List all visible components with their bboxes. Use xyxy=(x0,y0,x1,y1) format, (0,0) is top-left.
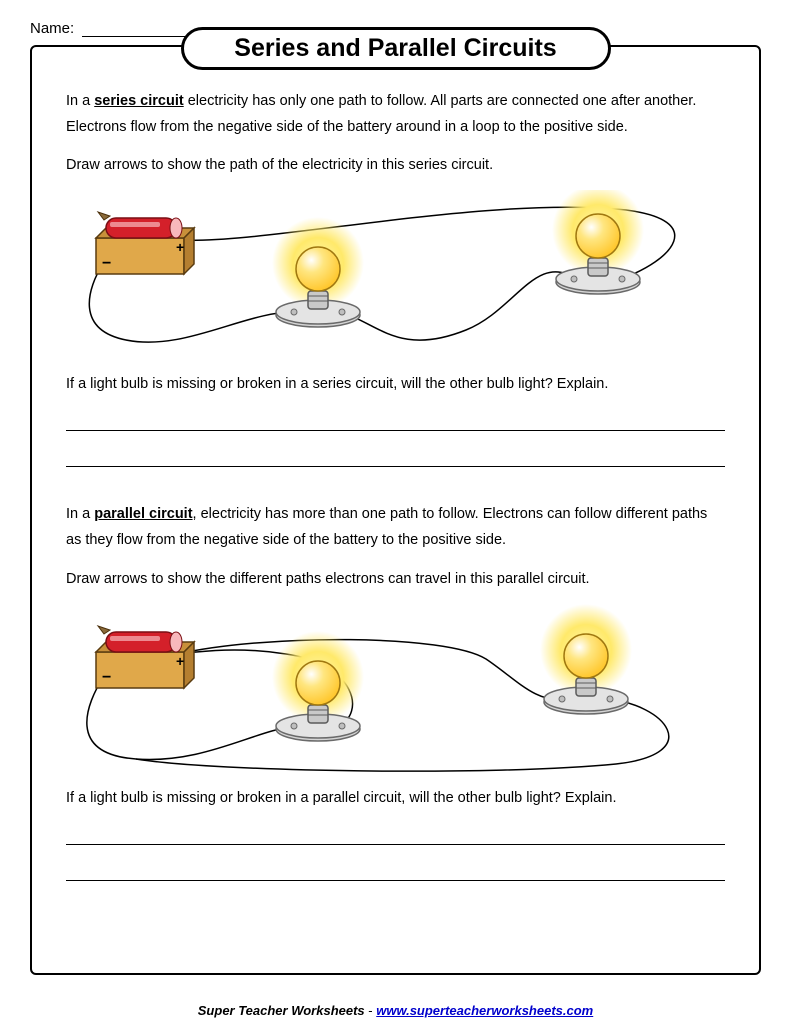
series-question: If a light bulb is missing or broken in … xyxy=(66,371,725,397)
parallel-keyword: parallel circuit xyxy=(94,506,192,522)
svg-text:+: + xyxy=(176,653,184,669)
lightbulb-icon xyxy=(540,604,632,714)
footer-brand: Super Teacher Worksheets xyxy=(198,1003,365,1018)
answer-line[interactable] xyxy=(66,823,725,845)
series-instruction: Draw arrows to show the path of the elec… xyxy=(66,152,725,178)
series-intro: In a series circuit electricity has only… xyxy=(66,88,725,140)
series-keyword: series circuit xyxy=(94,93,183,109)
name-label: Name: xyxy=(30,20,74,37)
svg-text:+: + xyxy=(176,239,184,255)
parallel-question: If a light bulb is missing or broken in … xyxy=(66,785,725,811)
parallel-circuit-diagram: + − xyxy=(66,604,725,779)
battery-icon: + − xyxy=(96,212,194,274)
lightbulb-icon xyxy=(552,190,644,294)
worksheet-title: Series and Parallel Circuits xyxy=(181,27,611,70)
worksheet-frame: Series and Parallel Circuits In a series… xyxy=(30,45,761,975)
battery-icon: + − xyxy=(96,626,194,688)
answer-line[interactable] xyxy=(66,445,725,467)
parallel-intro: In a parallel circuit, electricity has m… xyxy=(66,501,725,553)
parallel-instruction: Draw arrows to show the different paths … xyxy=(66,566,725,592)
page-footer: Super Teacher Worksheets - www.superteac… xyxy=(0,1003,791,1018)
answer-line[interactable] xyxy=(66,409,725,431)
lightbulb-icon xyxy=(272,631,364,741)
svg-text:−: − xyxy=(102,669,111,686)
answer-line[interactable] xyxy=(66,859,725,881)
series-circuit-diagram: + − xyxy=(66,190,725,365)
footer-url-link[interactable]: www.superteacherworksheets.com xyxy=(376,1003,593,1018)
svg-text:−: − xyxy=(102,255,111,272)
lightbulb-icon xyxy=(272,217,364,327)
